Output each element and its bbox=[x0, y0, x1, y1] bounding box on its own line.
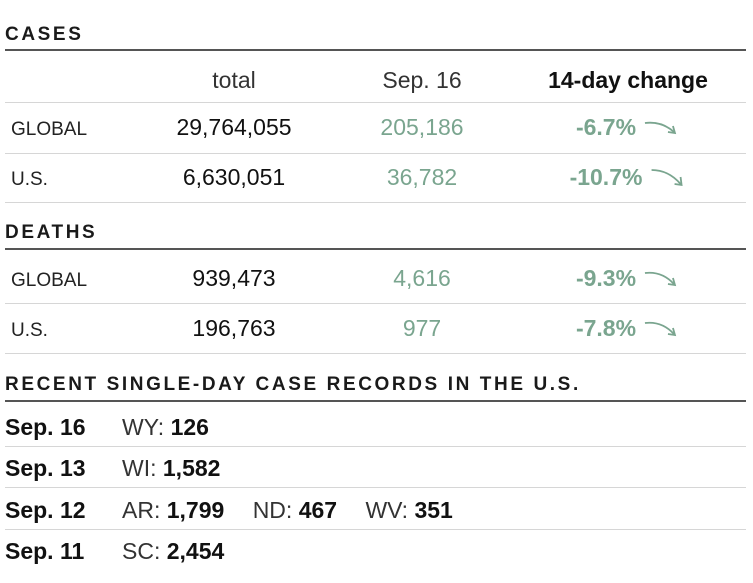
trend-down-arrow-icon bbox=[648, 166, 686, 190]
change-cell: -10.7% bbox=[570, 164, 687, 191]
record-date: Sep. 13 bbox=[5, 455, 86, 481]
trend-down-arrow-icon bbox=[642, 318, 680, 340]
header-total: total bbox=[212, 67, 256, 93]
day-value: 36,782 bbox=[386, 164, 458, 190]
change-value: -7.8% bbox=[575, 315, 637, 341]
state-label: WY: bbox=[122, 414, 165, 440]
record-date: Sep. 16 bbox=[5, 414, 86, 440]
row-divider bbox=[5, 487, 746, 488]
row-divider bbox=[5, 303, 746, 304]
record-entries: SC: 2,454 bbox=[122, 538, 246, 565]
record-value: 2,454 bbox=[166, 538, 225, 564]
header-day: Sep. 16 bbox=[382, 67, 462, 93]
record-value: 1,582 bbox=[162, 455, 221, 481]
total-value: 6,630,051 bbox=[182, 164, 286, 190]
record-entry: SC: 2,454 bbox=[122, 538, 224, 565]
record-entry: AR: 1,799 bbox=[122, 497, 224, 524]
record-date: Sep. 11 bbox=[5, 538, 85, 564]
state-label: SC: bbox=[122, 538, 161, 564]
row-label: GLOBAL bbox=[11, 270, 88, 291]
record-value: 467 bbox=[298, 497, 338, 523]
cases-title-rule bbox=[5, 49, 746, 51]
change-value: -9.3% bbox=[575, 265, 637, 291]
day-value: 4,616 bbox=[393, 265, 451, 291]
record-value: 351 bbox=[414, 497, 453, 523]
state-label: AR: bbox=[122, 497, 161, 523]
state-label: WV: bbox=[365, 497, 409, 523]
day-value: 205,186 bbox=[380, 114, 464, 140]
record-entry: WV: 351 bbox=[365, 497, 452, 524]
trend-down-arrow-icon bbox=[642, 268, 680, 290]
row-divider bbox=[5, 529, 746, 530]
record-entry: ND: 467 bbox=[253, 497, 337, 524]
change-cell: -9.3% bbox=[576, 265, 680, 292]
day-value: 977 bbox=[402, 315, 442, 341]
record-value: 126 bbox=[170, 414, 209, 440]
row-label: U.S. bbox=[11, 169, 48, 190]
state-label: WI: bbox=[122, 455, 157, 481]
state-label: ND: bbox=[252, 497, 293, 523]
row-divider bbox=[5, 153, 746, 154]
record-entry: WI: 1,582 bbox=[122, 455, 220, 482]
cases-header-divider bbox=[5, 102, 746, 103]
header-14-day-change: 14-day change bbox=[548, 67, 708, 93]
record-entries: WI: 1,582 bbox=[122, 455, 242, 482]
row-label: U.S. bbox=[11, 320, 48, 341]
deaths-title-rule bbox=[5, 248, 746, 250]
change-value: -6.7% bbox=[575, 114, 637, 140]
cases-section-title: CASES bbox=[5, 24, 84, 45]
change-cell: -7.8% bbox=[576, 315, 680, 342]
trend-down-arrow-icon bbox=[642, 118, 680, 138]
record-entry: WY: 126 bbox=[122, 414, 209, 441]
change-cell: -6.7% bbox=[576, 114, 680, 141]
total-value: 29,764,055 bbox=[176, 114, 292, 140]
row-divider bbox=[5, 446, 746, 447]
records-title-rule bbox=[5, 400, 746, 402]
record-entries: AR: 1,799 ND: 467 WV: 351 bbox=[122, 497, 475, 524]
row-divider bbox=[5, 202, 746, 203]
record-entries: WY: 126 bbox=[122, 414, 231, 441]
row-label: GLOBAL bbox=[11, 119, 88, 140]
records-section-title: RECENT SINGLE-DAY CASE RECORDS IN THE U.… bbox=[5, 374, 581, 395]
deaths-section-title: DEATHS bbox=[5, 222, 98, 243]
total-value: 939,473 bbox=[192, 265, 276, 291]
row-divider bbox=[5, 353, 746, 354]
total-value: 196,763 bbox=[192, 315, 276, 341]
record-value: 1,799 bbox=[166, 497, 225, 523]
change-value: -10.7% bbox=[569, 164, 643, 190]
record-date: Sep. 12 bbox=[5, 497, 86, 523]
